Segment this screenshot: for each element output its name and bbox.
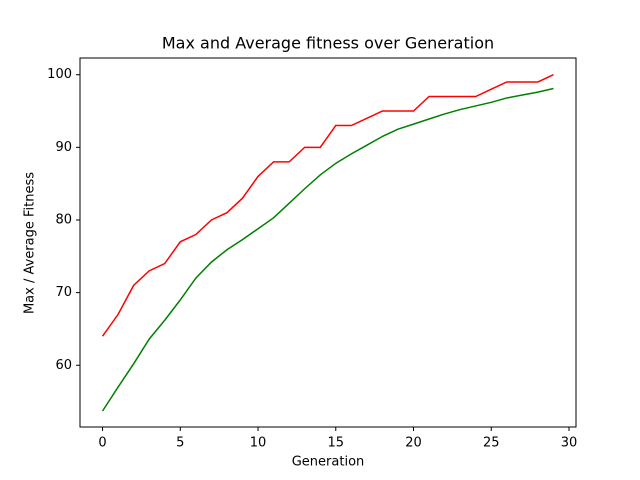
y-tick-label: 70 [55,285,72,300]
x-axis-label: Generation [292,455,365,470]
x-tick-label: 25 [483,436,500,451]
x-tick-label: 5 [176,436,184,451]
line-series [101,87,554,412]
y-tick-label: 80 [55,212,72,227]
x-tick-label: 0 [98,436,106,451]
y-axis-label: Max / Average Fitness [23,172,38,314]
x-tick-label: 20 [405,436,422,451]
x-tick-label: 30 [561,436,578,451]
x-tick-label: 10 [250,436,267,451]
chart-title: Max and Average fitness over Generation [162,34,494,53]
y-tick-label: 90 [55,140,72,155]
y-tick-label: 100 [47,67,72,82]
x-tick-label: 15 [328,436,345,451]
y-tick-label: 60 [55,358,72,373]
plot-frame [79,57,577,428]
line-series [101,74,554,337]
